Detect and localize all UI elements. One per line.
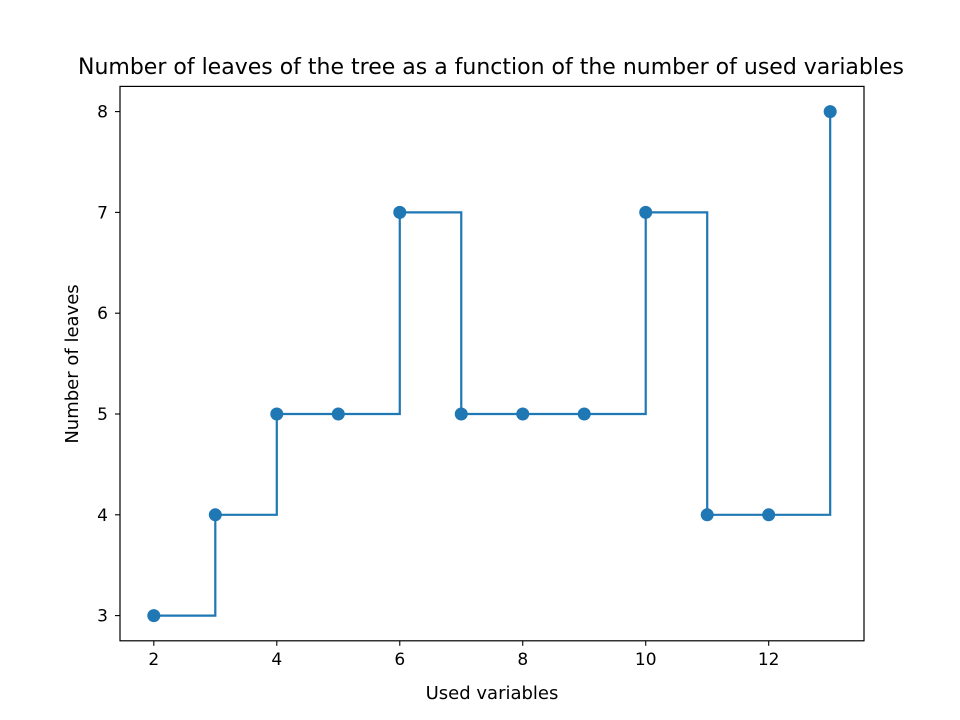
data-point xyxy=(762,508,776,522)
x-tick-label: 2 xyxy=(148,650,159,670)
plot-frame xyxy=(119,85,865,642)
data-point xyxy=(454,407,468,421)
y-tick-label: 4 xyxy=(97,506,108,526)
data-point xyxy=(516,407,530,421)
y-tick-label: 6 xyxy=(97,304,108,324)
y-tick-label: 7 xyxy=(97,203,108,223)
y-tick-label: 5 xyxy=(97,405,108,425)
data-point xyxy=(639,205,653,219)
data-point xyxy=(577,407,591,421)
y-tick-label: 8 xyxy=(97,103,108,123)
data-point xyxy=(700,508,714,522)
x-tick-label: 4 xyxy=(271,650,282,670)
data-point xyxy=(331,407,345,421)
data-point xyxy=(393,205,407,219)
x-axis: 2 4 6 8 10 12 xyxy=(148,640,780,670)
x-tick-label: 10 xyxy=(635,650,657,670)
y-axis-label: Number of leaves xyxy=(62,284,83,443)
data-point xyxy=(147,609,161,623)
series-markers xyxy=(147,105,837,623)
x-tick-label: 12 xyxy=(758,650,780,670)
y-axis: 3 4 5 6 7 8 xyxy=(97,103,120,627)
x-tick-label: 8 xyxy=(517,650,528,670)
x-axis-label: Used variables xyxy=(426,683,559,704)
y-tick-label: 3 xyxy=(97,607,108,627)
data-point xyxy=(270,407,284,421)
data-point xyxy=(208,508,222,522)
x-tick-label: 6 xyxy=(394,650,405,670)
chart-title: Number of leaves of the tree as a functi… xyxy=(78,55,904,80)
data-point xyxy=(823,105,837,119)
